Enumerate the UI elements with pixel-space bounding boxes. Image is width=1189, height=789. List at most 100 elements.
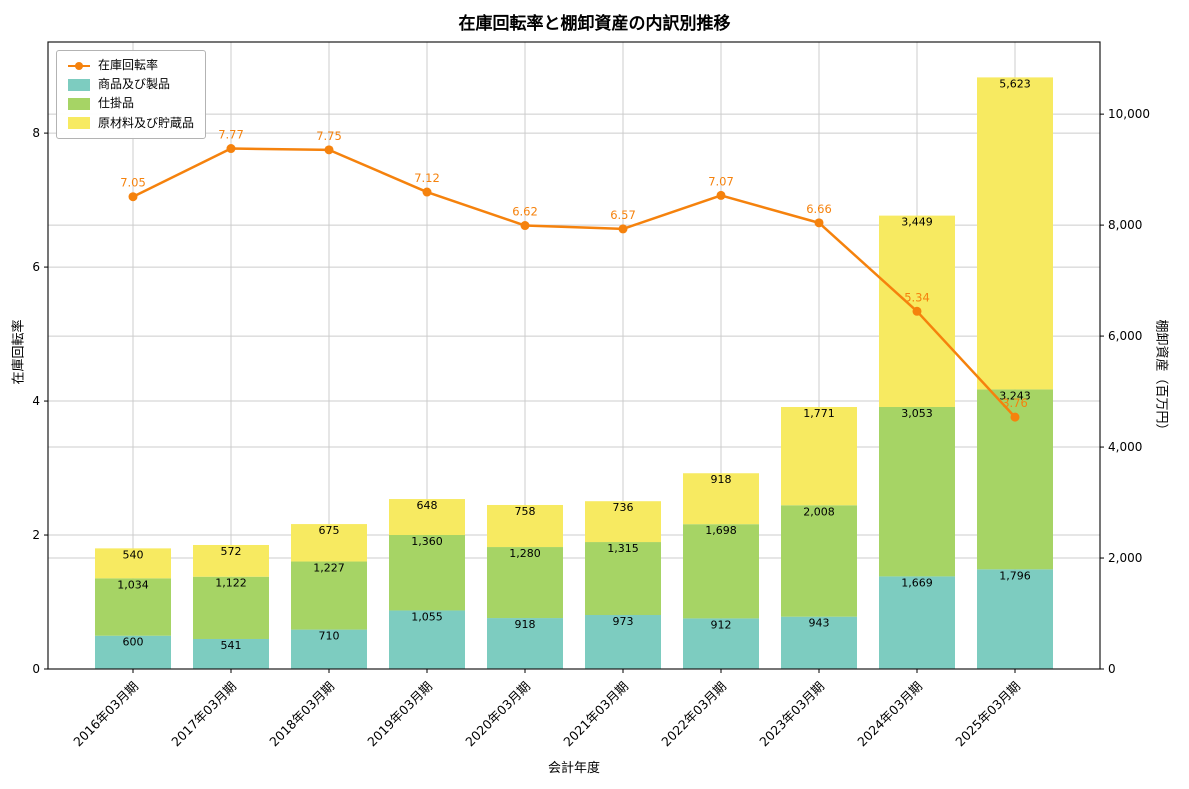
bar-segment (683, 618, 759, 669)
bar-segment (585, 501, 661, 543)
bar-value-label: 912 (711, 618, 732, 631)
bar-value-label: 973 (613, 615, 634, 628)
x-tick-label: 2021年03月期 (560, 679, 631, 750)
line-marker (716, 190, 726, 200)
line-marker (422, 187, 432, 197)
legend: 在庫回転率 商品及び製品 仕掛品 原材料及び貯蔵品 (56, 50, 207, 139)
bar-segment (879, 406, 955, 577)
legend-label: 原材料及び貯蔵品 (98, 115, 195, 130)
x-tick-label: 2019年03月期 (364, 679, 435, 750)
bar-value-label: 1,698 (705, 524, 737, 537)
x-tick-label: 2016年03月期 (70, 679, 141, 750)
bar-segment (585, 615, 661, 669)
bar-value-label: 1,669 (901, 576, 933, 589)
line-value-label: 7.07 (708, 174, 734, 188)
line-marker (1010, 412, 1020, 422)
legend-label: 仕掛品 (98, 96, 135, 111)
bar-value-label: 3,053 (901, 407, 933, 420)
bar-value-label: 648 (417, 499, 438, 512)
bar-segment (977, 569, 1053, 669)
bar-segment (683, 524, 759, 619)
patch-marker-icon (68, 78, 90, 91)
bar-segment (193, 638, 269, 669)
bar-value-label: 918 (515, 618, 536, 631)
bar-value-label: 1,280 (509, 547, 541, 560)
bar-segment (193, 576, 269, 639)
bar-segment (291, 561, 367, 630)
bar-value-label: 2,008 (803, 505, 835, 518)
line-value-label: 7.77 (218, 128, 244, 142)
bar-value-label: 1,055 (411, 610, 443, 623)
bar-segment (95, 578, 171, 636)
bar-value-label: 540 (123, 548, 144, 561)
line-marker (324, 145, 334, 155)
bar-value-label: 1,227 (313, 562, 345, 575)
right-tick-label: 0 (1108, 662, 1116, 676)
bar-segment (585, 542, 661, 616)
bar-segment (487, 504, 563, 548)
line-value-label: 3.76 (1002, 396, 1028, 410)
left-tick-label: 4 (32, 394, 40, 408)
right-tick-label: 2,000 (1108, 551, 1142, 565)
bar-value-label: 1,771 (803, 407, 835, 420)
bar-segment (193, 544, 269, 577)
bar-segment (781, 406, 857, 506)
bar-segment (781, 505, 857, 617)
left-tick-label: 0 (32, 662, 40, 676)
line-marker (618, 224, 628, 234)
bar-value-label: 1,034 (117, 578, 149, 591)
bar-segment (389, 499, 465, 535)
patch-marker-icon (68, 97, 90, 110)
legend-item-turnover: 在庫回転率 (68, 58, 194, 72)
legend-label: 在庫回転率 (98, 58, 159, 72)
bar-segment (879, 576, 955, 669)
bar-value-label: 675 (319, 524, 340, 537)
line-marker (814, 218, 824, 228)
bar-value-label: 758 (515, 505, 536, 518)
bar-value-label: 600 (123, 636, 144, 649)
x-axis-label: 会計年度 (547, 761, 600, 776)
x-tick-label: 2017年03月期 (168, 679, 239, 750)
bar-value-label: 1,122 (215, 577, 247, 590)
right-tick-label: 8,000 (1108, 218, 1142, 232)
right-axis-label: 棚卸資産（百万円） (1153, 319, 1169, 437)
bar-segment (95, 548, 171, 579)
bar-segment (291, 524, 367, 562)
left-tick-label: 2 (32, 528, 40, 542)
bar-segment (389, 534, 465, 611)
legend-label: 商品及び製品 (98, 77, 171, 92)
bar-segment (389, 610, 465, 669)
bar-value-label: 710 (319, 630, 340, 643)
left-axis-label: 在庫回転率 (11, 319, 27, 385)
x-tick-label: 2018年03月期 (266, 679, 337, 750)
line-value-label: 6.62 (512, 205, 538, 219)
line-marker (912, 306, 922, 316)
right-tick-label: 10,000 (1108, 107, 1150, 121)
bar-value-label: 736 (613, 501, 634, 514)
bar-value-label: 572 (221, 545, 242, 558)
bar-segment (683, 473, 759, 525)
x-tick-label: 2020年03月期 (462, 679, 533, 750)
patch-marker-icon (68, 117, 90, 130)
left-tick-label: 8 (32, 126, 40, 140)
bar-segment (487, 547, 563, 619)
chart-title: 在庫回転率と棚卸資産の内訳別推移 (458, 14, 731, 34)
legend-item-products: 商品及び製品 (68, 77, 194, 92)
x-tick-label: 2023年03月期 (756, 679, 827, 750)
line-marker (226, 144, 236, 154)
bar-value-label: 943 (809, 617, 830, 630)
line-marker-icon (68, 60, 90, 72)
legend-item-wip: 仕掛品 (68, 97, 194, 110)
bar-segment (487, 618, 563, 669)
bar-segment (95, 635, 171, 669)
turnover-line (132, 147, 1016, 418)
line-value-label: 6.57 (610, 208, 636, 222)
line-marker (128, 192, 138, 202)
line-value-label: 7.12 (414, 171, 440, 185)
bar-value-label: 3,449 (901, 216, 933, 229)
x-tick-label: 2025年03月期 (952, 679, 1023, 750)
line-value-label: 5.34 (904, 290, 930, 304)
bar-segment (781, 616, 857, 669)
